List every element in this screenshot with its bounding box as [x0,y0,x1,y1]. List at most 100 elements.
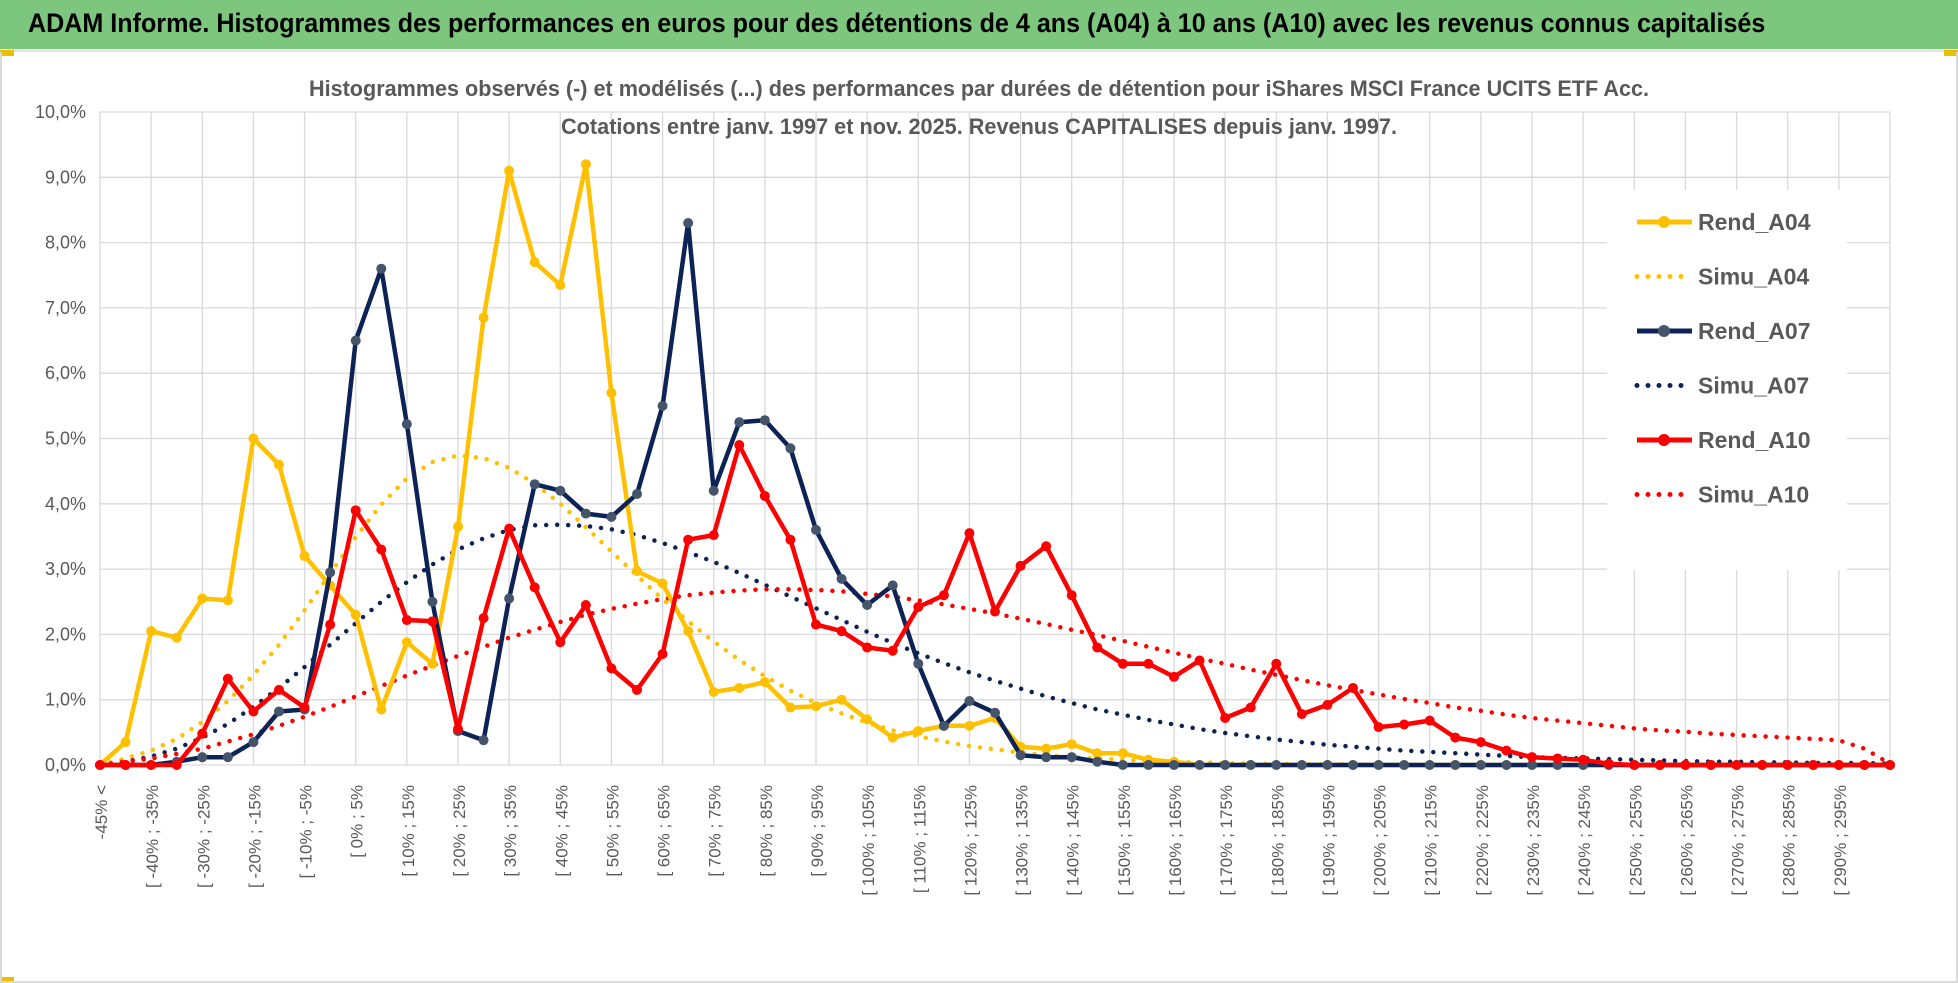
data-point-Rend_A07 [350,335,361,346]
data-point-Rend_A10 [785,534,796,545]
x-tick-label: [ 0% ; 5% [348,785,367,858]
x-tick-label: [ -30% ; -25% [194,785,213,888]
legend-label: Rend_A07 [1698,318,1810,344]
data-point-Rend_A07 [1220,760,1231,770]
data-point-Rend_A10 [1603,758,1614,769]
data-point-Rend_A04 [427,658,438,669]
data-point-Rend_A10 [1782,760,1793,770]
data-point-Rend_A07 [1296,760,1307,770]
data-point-Rend_A10 [1706,760,1716,770]
data-point-Rend_A04 [887,732,898,743]
data-point-Rend_A10 [811,619,821,630]
data-point-Rend_A10 [120,760,131,770]
data-point-Rend_A07 [734,417,745,428]
data-point-Rend_A04 [632,566,642,577]
legend-label: Simu_A04 [1698,264,1809,290]
data-point-Rend_A04 [197,593,208,604]
data-point-Rend_A10 [1117,658,1128,669]
data-point-Rend_A10 [1731,760,1742,770]
x-tick-label: [ 130% ; 135% [1013,785,1032,896]
x-tick-label: [ 140% ; 145% [1064,785,1083,896]
x-tick-label: [ -10% ; -5% [297,785,316,879]
x-tick-label: [ 290% ; 295% [1831,785,1850,896]
data-point-Rend_A07 [862,600,873,611]
data-point-Rend_A10 [1271,658,1282,669]
data-point-Rend_A10 [1859,760,1870,770]
data-point-Rend_A10 [734,440,745,451]
data-point-Rend_A10 [964,528,975,539]
legend-label: Rend_A10 [1698,427,1810,453]
data-point-Rend_A04 [478,312,489,323]
data-point-Rend_A10 [1373,722,1384,733]
data-point-Rend_A04 [1117,748,1128,759]
data-point-Rend_A07 [555,485,566,496]
data-point-Rend_A10 [1808,760,1819,770]
x-tick-label: [ 260% ; 265% [1677,785,1696,896]
data-point-Rend_A07 [1092,756,1103,767]
legend-background [1607,190,1847,570]
data-point-Rend_A04 [1041,743,1052,754]
data-point-Rend_A10 [274,684,284,695]
data-point-Rend_A10 [990,606,1000,617]
x-tick-label: [ 110% ; 115% [910,785,929,893]
data-point-Rend_A04 [580,159,591,170]
data-point-Rend_A10 [1169,671,1179,682]
data-point-Rend_A10 [938,590,949,601]
data-point-Rend_A07 [606,511,617,522]
data-point-Rend_A07 [1322,760,1333,770]
x-tick-label: [ 210% ; 215% [1422,785,1441,896]
data-point-Rend_A10 [504,523,515,534]
data-point-Rend_A10 [350,505,361,516]
x-tick-label: [ 160% ; 165% [1166,785,1185,896]
data-point-Rend_A10 [1322,699,1333,710]
legend-label: Rend_A04 [1698,209,1811,235]
data-point-Rend_A07 [1501,760,1512,770]
data-point-Rend_A07 [1169,760,1179,770]
data-point-Rend_A07 [759,415,770,426]
data-point-Rend_A04 [171,632,182,643]
data-point-Rend_A10 [325,619,336,630]
x-tick-label: [ -20% ; -15% [245,785,264,888]
data-point-Rend_A07 [1373,760,1384,770]
x-tick-label: [ 180% ; 185% [1268,785,1287,896]
series-line-Simu_A04 [97,453,1893,768]
data-point-Rend_A10 [171,760,182,770]
x-tick-label: [ 90% ; 95% [808,785,827,877]
x-tick-label: [ 20% ; 25% [450,785,469,877]
y-axis: 0,0% 1,0% 2,0% 3,0% 4,0% 5,0% 6,0% 7,0% 8,0% 9,0%… [35,102,86,775]
data-point-Rend_A04 [401,637,412,648]
data-point-Rend_A10 [248,706,259,717]
data-point-Rend_A07 [811,524,821,535]
data-point-Rend_A07 [657,400,668,411]
x-tick-label: [ -40% ; -35% [143,785,162,888]
data-point-Rend_A07 [1527,760,1537,770]
data-point-Rend_A10 [529,582,540,593]
corner-marker-right [1944,50,1958,56]
data-point-Rend_A07 [529,479,540,490]
data-point-Rend_A04 [299,551,310,562]
data-point-Rend_A10 [1654,760,1665,770]
data-point-Rend_A07 [248,737,259,748]
data-point-Rend_A10 [913,601,924,612]
data-point-Rend_A07 [836,573,847,584]
data-point-Rend_A04 [785,702,796,713]
y-tick-label: 7,0% [45,298,86,318]
data-point-Rend_A07 [1475,760,1486,770]
grid [99,111,1891,766]
data-point-Rend_A10 [1757,760,1768,770]
data-point-Rend_A07 [1348,760,1358,770]
legend-marker [1658,216,1670,228]
x-tick-label: [ 190% ; 195% [1319,785,1338,896]
data-point-Rend_A10 [1245,702,1256,713]
data-point-Rend_A10 [759,490,770,501]
legend-label: Simu_A07 [1698,373,1809,399]
x-tick-label: [ 80% ; 85% [757,785,776,877]
x-tick-label: [ 70% ; 75% [706,785,725,877]
data-point-Rend_A10 [1527,752,1537,763]
data-point-Rend_A10 [1220,712,1231,723]
legend: Rend_A04 Simu_A04 Rend_A07 Simu_A07 Rend_A10… [1634,209,1811,508]
data-point-Rend_A10 [376,544,387,555]
data-point-Rend_A10 [1885,760,1895,770]
data-point-Rend_A07 [938,720,949,731]
